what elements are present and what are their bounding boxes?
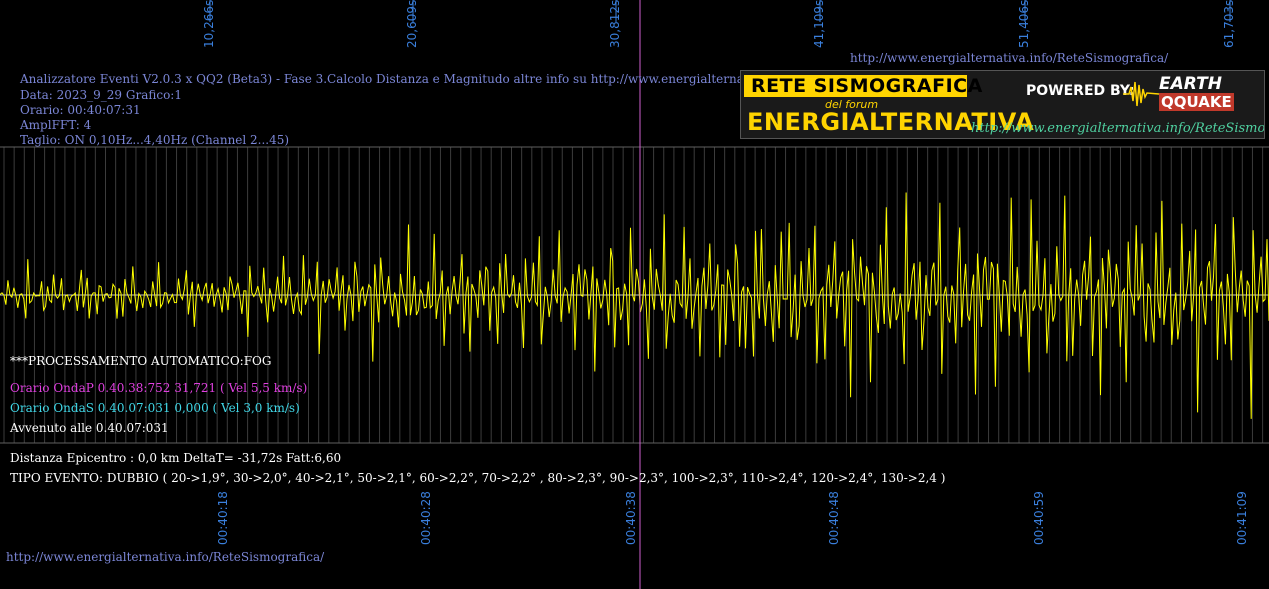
top-axis-label: 41,109s — [812, 0, 826, 48]
top-axis-label: 51,406s — [1017, 0, 1031, 48]
bottom-axis-label: 00:40:48 — [827, 491, 841, 545]
bottom-axis-label: 00:40:18 — [216, 491, 230, 545]
logo-brand-qquake: QQUAKE — [1159, 93, 1234, 111]
seismic-trace — [0, 192, 1269, 419]
bottom-axis-label: 00:40:38 — [624, 491, 638, 545]
logo-url: http://www.energialternativa.info/ReteSi… — [971, 121, 1265, 136]
top-axis-label: 61,703s — [1222, 0, 1236, 48]
bottom-axis-label: 00:41:09 — [1235, 491, 1249, 545]
logo-powered-by: POWERED BY: — [1026, 83, 1135, 99]
info-amplfft: AmplFFT: 4 — [20, 118, 92, 132]
bottom-axis-label: 00:40:59 — [1032, 491, 1046, 545]
top-axis-label: 10,266s — [202, 0, 216, 48]
info-time: Orario: 00:40:07:31 — [20, 103, 141, 117]
footer-url[interactable]: http://www.energialternativa.info/ReteSi… — [6, 550, 325, 564]
top-axis-ticks — [209, 0, 1231, 22]
logo-forum-name: ENERGIALTERNATIVA — [747, 108, 1035, 136]
processing-title: ***PROCESSAMENTO AUTOMATICO:FOG — [10, 354, 272, 368]
top-axis-label: 20,609s — [405, 0, 419, 48]
info-title: Analizzatore Eventi V2.0.3 x QQ2 (Beta3)… — [20, 72, 909, 86]
rete-sismografica-logo[interactable]: RETE SISMOGRAFICA del forum ENERGIALTERN… — [740, 70, 1265, 139]
seismograph-icon — [1123, 81, 1159, 107]
logo-title: RETE SISMOGRAFICA — [751, 75, 983, 97]
info-filter: Taglio: ON 0,10Hz...4,40Hz (Channel 2...… — [20, 133, 290, 147]
logo-brand-earth: EARTH — [1159, 74, 1222, 94]
top-axis-label: 30,812s — [608, 0, 622, 48]
logo-banner — [744, 75, 967, 97]
event-type: TIPO EVENTO: DUBBIO ( 20->1,9°, 30->2,0°… — [10, 471, 946, 485]
bottom-axis-label: 00:40:28 — [419, 491, 433, 545]
top-url[interactable]: http://www.energialternativa.info/ReteSi… — [850, 51, 1169, 65]
logo-subtitle: del forum — [825, 98, 879, 111]
info-date: Data: 2023_9_29 Grafico:1 — [20, 88, 182, 102]
onda-p-time: Orario OndaP 0.40.38:752 31,721 ( Vel 5,… — [10, 381, 308, 395]
onda-s-time: Orario OndaS 0.40.07:031 0,000 ( Vel 3,0… — [10, 401, 300, 415]
epicenter-distance: Distanza Epicentro : 0,0 km DeltaT= -31,… — [10, 451, 342, 465]
event-time: Avvenuto alle 0.40.07:031 — [10, 421, 169, 435]
